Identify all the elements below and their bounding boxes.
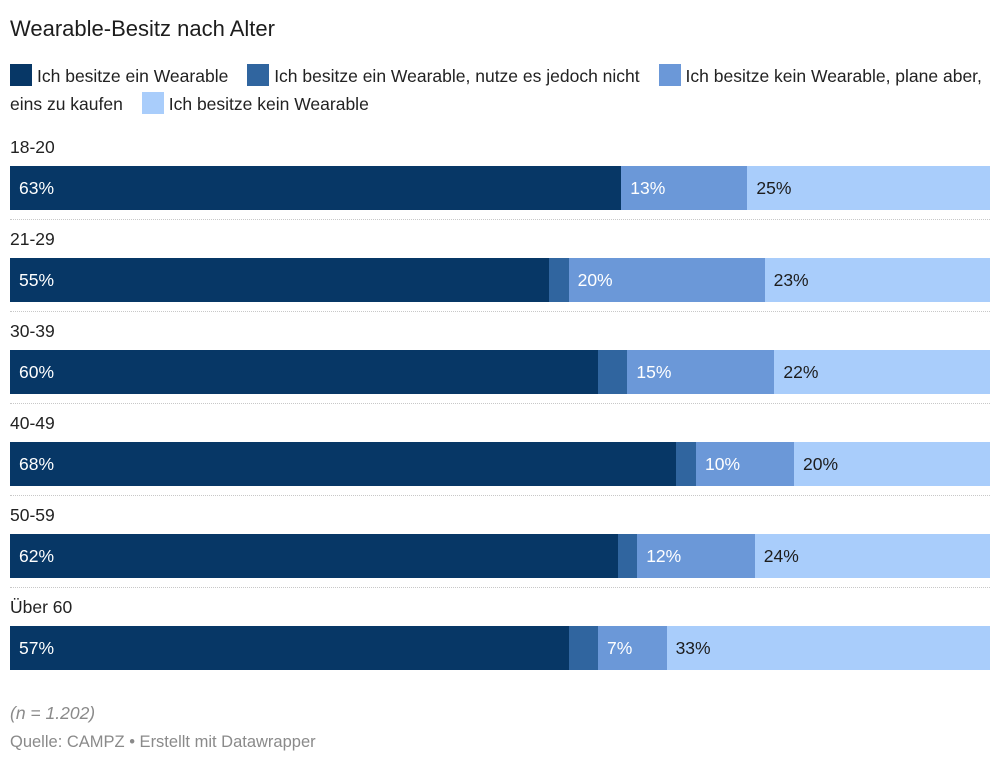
category-label: 40-49 [10,413,55,433]
bar-segment: 25% [747,166,990,210]
stacked-bar: 55% 20% 23% [10,258,990,302]
row-separator [10,219,990,220]
source-note: Quelle: CAMPZ • Erstellt mit Datawrapper [10,733,316,751]
data-label: 55% [19,270,55,290]
data-label: 13% [630,178,666,198]
legend-label: Ich besitze ein Wearable, nutze es jedoc… [274,66,640,86]
bar-segment: 10% [695,442,794,486]
bar-segment [598,350,628,394]
bar-segment [568,626,598,670]
data-label: 23% [773,270,809,290]
data-label: 20% [577,270,613,290]
bar-segment: 57% [10,626,569,670]
bar-segment: 68% [10,442,677,486]
row-separator [10,495,990,496]
category-label: 50-59 [10,505,55,525]
legend-item: Ich besitze ein Wearable [10,64,242,86]
bar-segment: 23% [764,258,990,302]
legend: Ich besitze ein Wearable Ich besitze ein… [10,62,985,118]
row-separator [10,587,990,588]
data-label: 22% [783,362,819,382]
category-label: 18-20 [10,137,55,157]
bar-segment: 22% [774,350,990,394]
stacked-bar: 63% 13% 25% [10,166,990,210]
legend-label: Ich besitze kein Wearable [168,94,369,114]
stacked-bar: 60% 15% 22% [10,350,990,394]
bar-segment: 55% [10,258,549,302]
bar-segment: 13% [621,166,748,210]
data-label: 68% [19,454,55,474]
legend-label: Ich besitze kein Wearable, plane aber, e… [10,66,982,114]
bar-segment: 63% [10,166,622,210]
bar-segment [617,534,638,578]
data-label: 12% [646,546,682,566]
data-label: 63% [19,178,55,198]
sample-size-note: (n = 1.202) [10,703,96,723]
legend-swatch [141,92,164,114]
data-label: 15% [636,362,672,382]
stacked-bar: 68% 10% 20% [10,442,990,486]
bar-segment [549,258,569,302]
bar-segment: 20% [793,442,990,486]
data-label: 57% [19,638,55,658]
bar-segment: 62% [10,534,618,578]
data-label: 62% [19,546,55,566]
data-label: 24% [763,546,799,566]
legend-item: Ich besitze kein Wearable [141,92,383,114]
legend-item: Ich besitze kein Wearable, plane aber, e… [10,64,982,114]
legend-swatch [658,64,681,86]
bar-segment: 15% [627,350,775,394]
bar-segment: 33% [666,626,990,670]
stacked-bar: 62% 12% 24% [10,534,990,578]
data-label: 33% [675,638,711,658]
bar-segment [676,442,696,486]
data-label: 20% [802,454,839,474]
legend-item: Ich besitze ein Wearable, nutze es jedoc… [247,64,653,86]
bar-segment: 60% [10,350,598,394]
data-label: 25% [756,178,792,198]
data-label: 10% [704,454,741,474]
bar-segment: 12% [637,534,755,578]
legend-label: Ich besitze ein Wearable [37,66,229,86]
category-label: Über 60 [10,597,73,617]
bar-segment: 24% [754,534,990,578]
row-separator [10,403,990,404]
stacked-bar: 57% 7% 33% [10,626,990,670]
data-label: 60% [19,362,55,382]
bar-segment: 7% [597,626,667,670]
row-separator [10,311,990,312]
legend-swatch [247,64,270,86]
category-label: 21-29 [10,229,55,249]
category-label: 30-39 [10,321,55,341]
legend-swatch [10,64,32,86]
data-label: 7% [606,638,633,658]
bar-segment: 20% [568,258,765,302]
chart-title: Wearable-Besitz nach Alter [10,16,275,41]
